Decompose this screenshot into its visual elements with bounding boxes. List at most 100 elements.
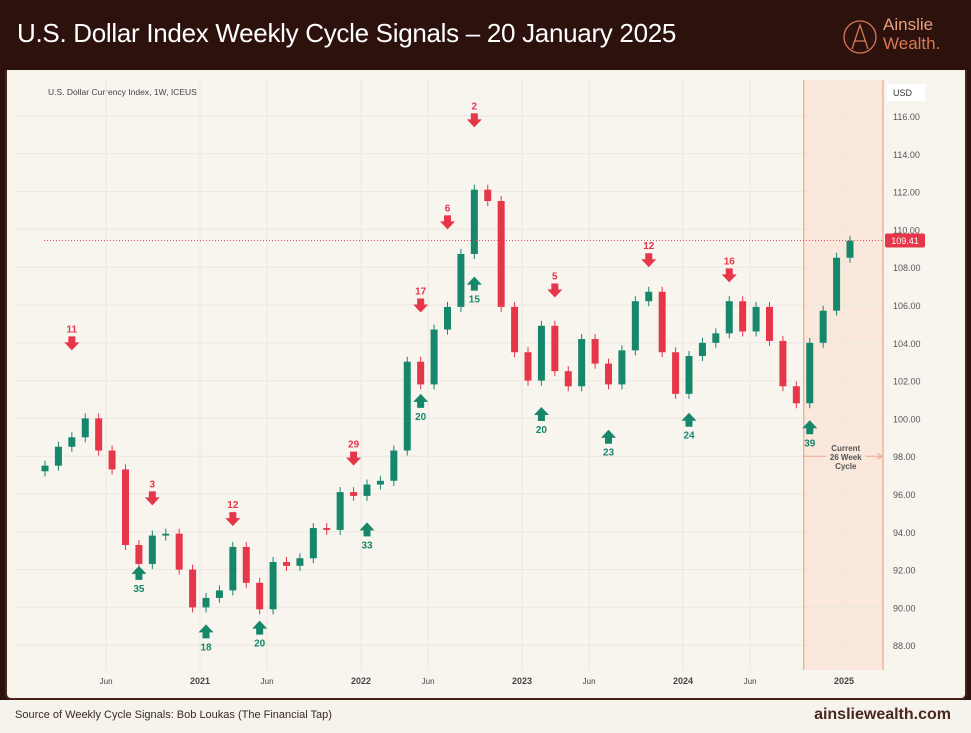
x-tick-label: Jun — [422, 677, 435, 686]
y-tick-label: 88.00 — [893, 641, 916, 651]
candle-body — [698, 342, 706, 357]
candle-body — [350, 492, 358, 496]
price-chart: U.S. Dollar Currency Index, 1W, ICEUS US… — [14, 80, 925, 686]
y-tick-label: 92.00 — [893, 566, 916, 576]
y-tick-label: 108.00 — [893, 263, 921, 273]
candle-body — [739, 301, 747, 332]
brand-logo: Ainslie Wealth. — [843, 15, 963, 59]
x-tick-label: 2021 — [190, 676, 210, 686]
source-note: Source of Weekly Cycle Signals: Bob Louk… — [15, 709, 332, 721]
buy-signal-arrow-icon — [466, 276, 482, 291]
candle-body — [645, 291, 653, 302]
candle-body — [363, 484, 371, 496]
candle-body — [283, 562, 290, 566]
buy-signal-arrow-icon — [681, 412, 697, 427]
candle-body — [631, 301, 639, 351]
logo-line2: Wealth. — [883, 34, 941, 53]
candle-body — [390, 450, 398, 481]
candle-body — [497, 201, 505, 307]
y-tick-label: 104.00 — [893, 339, 921, 349]
sell-signal-arrow-icon — [440, 215, 455, 230]
sell-signal-label: 17 — [415, 287, 427, 298]
buy-signal-label: 33 — [361, 540, 373, 551]
candle-body — [323, 528, 331, 530]
last-price-label: 109.41 — [891, 236, 919, 246]
sell-signal-arrow-icon — [346, 451, 362, 466]
footer: Source of Weekly Cycle Signals: Bob Louk… — [0, 700, 971, 733]
candle-body — [215, 590, 223, 598]
candle-body — [135, 545, 143, 564]
candle-body — [712, 333, 720, 343]
buy-signal-label: 24 — [683, 431, 695, 442]
y-tick-label: 100.00 — [893, 414, 921, 424]
candle-body — [229, 546, 237, 591]
sell-signal-label: 12 — [643, 241, 655, 252]
candle-body — [537, 325, 545, 381]
sell-signal-arrow-icon — [225, 512, 241, 527]
x-tick-label: Jun — [744, 677, 757, 686]
candle-body — [470, 189, 478, 254]
y-tick-label: 114.00 — [893, 150, 920, 160]
candle-body — [189, 569, 197, 608]
candle-body — [242, 546, 250, 583]
sell-signal-arrow-icon — [721, 268, 737, 283]
candle-body — [81, 418, 89, 438]
candle-body — [108, 450, 116, 470]
x-tick-label: Jun — [583, 677, 596, 686]
buy-signal-label: 20 — [415, 412, 427, 423]
y-tick-label: 102.00 — [893, 377, 921, 387]
candle-body — [68, 437, 76, 447]
candle-body — [175, 533, 183, 570]
sell-signal-arrow-icon — [64, 336, 80, 351]
current-cycle-shade — [803, 80, 883, 670]
website-link[interactable]: ainsliewealth.com — [814, 706, 951, 723]
sell-signal-label: 29 — [348, 440, 360, 451]
candle-body — [309, 528, 317, 559]
candle-body — [148, 535, 156, 564]
candle-body — [41, 465, 49, 472]
candle-body — [591, 339, 599, 364]
buy-signal-label: 39 — [804, 438, 816, 449]
candle-body — [256, 582, 264, 610]
current-cycle-label: 26 Week — [830, 453, 862, 462]
candle-body — [766, 306, 773, 341]
candle-body — [551, 325, 559, 372]
x-tick-label: Jun — [261, 677, 274, 686]
currency-label: USD — [893, 88, 913, 98]
buy-signal-arrow-icon — [802, 420, 818, 435]
candle-body — [376, 480, 384, 485]
candle-body — [524, 352, 532, 381]
candle-body — [564, 371, 572, 387]
y-tick-label: 98.00 — [893, 452, 916, 462]
sell-signal-label: 11 — [67, 324, 78, 335]
buy-signal-arrow-icon — [533, 407, 549, 422]
current-cycle-label: Cycle — [835, 462, 857, 471]
candle-body — [779, 340, 787, 387]
buy-signal-arrow-icon — [359, 522, 375, 537]
candle-body — [430, 329, 438, 385]
logo-line1: Ainslie — [883, 15, 934, 34]
candle-body — [819, 310, 827, 343]
ainslie-logo-icon — [843, 20, 877, 54]
buy-signal-label: 18 — [200, 642, 212, 653]
header: U.S. Dollar Index Weekly Cycle Signals –… — [0, 0, 971, 70]
candle-body — [296, 558, 304, 566]
sell-signal-label: 6 — [445, 203, 451, 214]
candle-body — [752, 306, 760, 332]
candle-body — [672, 352, 680, 394]
x-tick-label: 2025 — [834, 676, 854, 686]
y-tick-label: 90.00 — [893, 603, 916, 613]
y-tick-label: 112.00 — [893, 188, 920, 198]
candle-body — [792, 386, 800, 404]
candle-body — [403, 361, 411, 451]
candle-body — [54, 446, 62, 466]
x-tick-label: Jun — [100, 677, 113, 686]
cycle-arrowhead-icon — [876, 452, 883, 460]
candle-body — [95, 418, 103, 451]
sell-signal-label: 16 — [724, 256, 736, 267]
sell-signal-label: 3 — [150, 479, 156, 490]
chart-title: U.S. Dollar Currency Index, 1W, ICEUS — [48, 87, 197, 97]
buy-signal-arrow-icon — [413, 393, 429, 408]
sell-signal-label: 12 — [227, 500, 239, 511]
candle-body — [846, 240, 854, 258]
